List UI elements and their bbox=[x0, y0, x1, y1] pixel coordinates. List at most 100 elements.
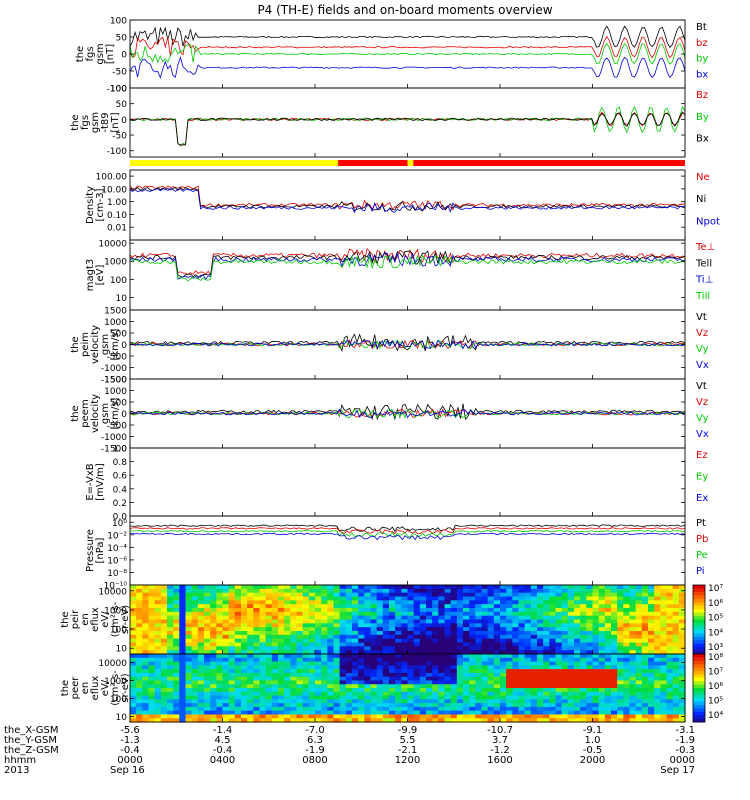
peir-pixel bbox=[321, 615, 328, 621]
peer-pixel bbox=[296, 684, 304, 689]
peer-pixel bbox=[136, 688, 143, 693]
peer-pixel bbox=[617, 703, 624, 708]
peir-pixel bbox=[592, 608, 600, 613]
peir-pixel bbox=[543, 615, 550, 621]
peir-pixel bbox=[382, 646, 390, 651]
peer-pixel bbox=[641, 706, 649, 712]
peer-pixel bbox=[561, 654, 569, 659]
peir-pixel bbox=[641, 600, 649, 605]
peer-pixel bbox=[241, 718, 248, 723]
temp-frame bbox=[129, 239, 686, 311]
peir-pixel bbox=[438, 619, 446, 624]
peir-pixel bbox=[518, 623, 526, 628]
fgs-ytick-label: 0 bbox=[121, 51, 127, 61]
x-row-label: hhmm bbox=[4, 755, 36, 766]
peir-pixel bbox=[376, 615, 384, 621]
peir-pixel bbox=[345, 604, 353, 609]
peir-pixel bbox=[259, 623, 267, 628]
peir-pixel bbox=[444, 596, 452, 601]
peir-pixel bbox=[407, 627, 415, 632]
peir-pixel bbox=[290, 619, 298, 624]
peer-pixel bbox=[672, 669, 680, 674]
peir-pixel bbox=[321, 642, 328, 647]
peir-pixel bbox=[395, 592, 402, 598]
peer-pixel bbox=[315, 684, 322, 689]
density-series-1 bbox=[129, 186, 686, 212]
peer-pixel bbox=[487, 665, 495, 670]
peer-pixel bbox=[530, 654, 538, 659]
peir-pixel bbox=[197, 611, 205, 617]
peer-pixel bbox=[438, 669, 446, 674]
peir-pixel bbox=[660, 623, 668, 628]
peir-pixel bbox=[284, 631, 291, 636]
peir-pixel bbox=[617, 619, 624, 624]
peir-pixel bbox=[204, 596, 211, 601]
peer-pixel bbox=[210, 654, 217, 659]
peim-ytick-label: 1000 bbox=[104, 318, 127, 328]
peer-pixel bbox=[592, 699, 600, 704]
peir-pixel bbox=[333, 608, 341, 613]
peer-pixel bbox=[321, 680, 328, 685]
peir-pixel bbox=[234, 585, 242, 590]
peer-pixel bbox=[210, 676, 217, 682]
peer-pixel bbox=[204, 669, 211, 674]
peir-pixel bbox=[296, 650, 304, 655]
peir-pixel bbox=[327, 646, 335, 651]
peir-pixel bbox=[629, 650, 637, 655]
peir-pixel bbox=[284, 600, 291, 605]
peer-pixel bbox=[506, 714, 513, 719]
peir-pixel bbox=[278, 627, 285, 632]
peer-pixel bbox=[654, 695, 661, 700]
peir-pixel bbox=[204, 611, 211, 617]
peer-pixel bbox=[154, 669, 162, 674]
peer-pixel bbox=[487, 695, 495, 700]
peer-pixel bbox=[500, 718, 507, 723]
peir-pixel bbox=[376, 608, 384, 613]
peir-colorbar-label: 10⁶ bbox=[708, 599, 723, 609]
peer-pixel bbox=[500, 676, 507, 682]
peer-pixel bbox=[641, 714, 649, 719]
peir-pixel bbox=[278, 604, 285, 609]
peer-ytick-label: 100 bbox=[110, 695, 127, 705]
peer-pixel bbox=[654, 669, 661, 674]
peir-pixel bbox=[204, 600, 211, 605]
peir-pixel bbox=[530, 604, 538, 609]
peir-pixel bbox=[586, 631, 594, 636]
peir-pixel bbox=[407, 619, 415, 624]
peir-pixel bbox=[654, 631, 661, 636]
peir-pixel bbox=[604, 646, 612, 651]
peir-pixel bbox=[611, 604, 618, 609]
peir-pixel bbox=[216, 608, 224, 613]
peir-pixel bbox=[389, 642, 396, 647]
peer-pixel bbox=[395, 672, 402, 678]
peem-ytick-label: 1000 bbox=[104, 387, 127, 397]
peir-pixel bbox=[160, 642, 168, 647]
peer-pixel bbox=[456, 714, 464, 719]
peir-pixel bbox=[228, 615, 236, 621]
peir-pixel bbox=[389, 638, 396, 644]
peer-pixel bbox=[611, 710, 618, 716]
peer-pixel bbox=[370, 714, 378, 719]
peer-pixel bbox=[222, 669, 230, 674]
peer-pixel bbox=[259, 714, 267, 719]
peer-pixel bbox=[136, 654, 143, 659]
peir-pixel bbox=[376, 623, 384, 628]
peer-pixel bbox=[672, 714, 680, 719]
peer-pixel bbox=[191, 714, 199, 719]
peer-pixel bbox=[191, 680, 199, 685]
peir-pixel bbox=[167, 646, 174, 651]
peir-pixel bbox=[204, 592, 211, 598]
peer-pixel bbox=[345, 661, 353, 666]
peir-pixel bbox=[160, 646, 168, 651]
fgs_dsl-ytick-label: 0 bbox=[121, 116, 127, 126]
peer-pixel bbox=[382, 703, 390, 708]
peer-pixel bbox=[617, 680, 624, 685]
peer-pixel bbox=[382, 680, 390, 685]
peer-pixel bbox=[284, 695, 291, 700]
peer-pixel bbox=[469, 688, 476, 693]
peer-pixel bbox=[487, 710, 495, 716]
peir-pixel bbox=[426, 642, 433, 647]
peir-pixel bbox=[191, 588, 199, 594]
peer-pixel bbox=[247, 684, 254, 689]
peir-pixel bbox=[635, 650, 643, 655]
